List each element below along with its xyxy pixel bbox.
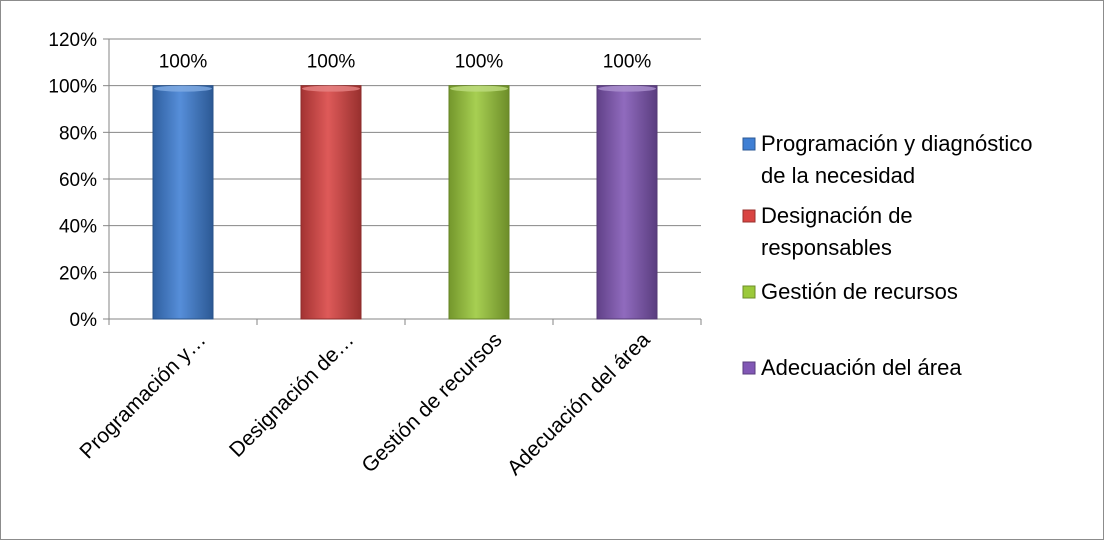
data-label: 100% <box>455 52 504 73</box>
x-tick-label: Adecuación del área <box>503 328 655 480</box>
bars <box>152 85 658 320</box>
legend-item: Gestión de recursos <box>742 279 958 304</box>
bar-cap-1 <box>154 85 212 92</box>
legend-item: Programación y diagnóstico de la necesida… <box>742 131 1032 188</box>
y-tick-label: 60% <box>59 170 97 191</box>
legend-label: Adecuación del área <box>761 355 962 380</box>
data-label: 100% <box>307 52 356 73</box>
legend-label: de la necesidad <box>761 163 915 188</box>
y-tick-label: 80% <box>59 123 97 144</box>
legend-label: Gestión de recursos <box>761 279 958 304</box>
bar-cap-2 <box>302 85 360 92</box>
bar-3 <box>448 85 510 320</box>
legend: Programación y diagnóstico de la necesida… <box>742 131 1032 380</box>
bar-cap-4 <box>598 85 656 92</box>
bar-4 <box>596 85 658 320</box>
axes: 0% 20% 40% 60% 80% 100% 120% <box>48 30 702 331</box>
legend-label: Programación y diagnóstico <box>761 131 1032 156</box>
legend-swatch <box>742 361 756 375</box>
y-tick-label: 20% <box>59 263 97 284</box>
data-labels: 100% 100% 100% 100% <box>159 52 652 73</box>
legend-item: Designación de responsables <box>742 203 913 260</box>
bar-1 <box>152 85 214 320</box>
legend-label: responsables <box>761 235 892 260</box>
legend-item: Adecuación del área <box>742 355 962 380</box>
y-tick-label: 0% <box>70 310 98 331</box>
data-label: 100% <box>603 52 652 73</box>
y-tick-label: 100% <box>48 77 97 98</box>
legend-swatch <box>742 209 756 223</box>
x-tick-label: Programación y… <box>75 328 210 463</box>
bar-2 <box>300 85 362 320</box>
legend-swatch <box>742 285 756 299</box>
bar-cap-3 <box>450 85 508 92</box>
legend-swatch <box>742 137 756 151</box>
y-tick-label: 120% <box>48 30 97 51</box>
x-tick-label: Designación de… <box>225 328 358 461</box>
legend-label: Designación de <box>761 203 913 228</box>
data-label: 100% <box>159 52 208 73</box>
x-tick-label: Gestión de recursos <box>357 328 506 477</box>
category-labels: Programación y… Designación de…Gestión de… <box>75 328 654 480</box>
y-tick-label: 40% <box>59 217 97 238</box>
